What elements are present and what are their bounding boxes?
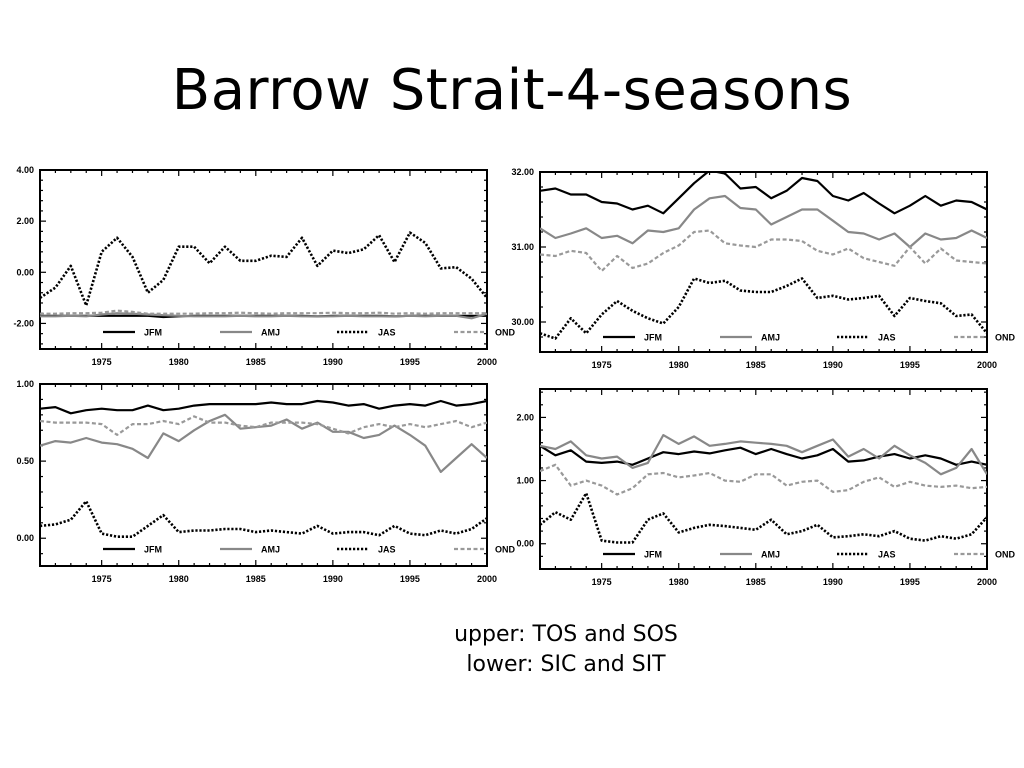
x-tick-label: 1995	[900, 577, 920, 587]
legend-label-ond: OND	[495, 545, 516, 555]
plot-frame	[539, 388, 988, 570]
x-tick-label: 2000	[477, 357, 497, 367]
legend-label-amj: AMJ	[761, 550, 780, 560]
chart-panel-bottom-right: 1975 1980 1985 1990 1995 2000 0.00 1.00 2.00 JFM A…	[516, 388, 1016, 587]
caption-line-upper: upper: TOS and SOS	[454, 622, 678, 647]
legend-label-jas: JAS	[378, 328, 396, 338]
x-tick-label: 1990	[823, 577, 843, 587]
series-line-ond	[540, 463, 987, 496]
series-line-jas	[540, 491, 987, 544]
legend-label-jfm: JFM	[144, 545, 162, 555]
y-tick-label: 0.00	[16, 267, 34, 277]
x-tick-label: 1975	[92, 574, 112, 584]
y-tick-label: 31.00	[511, 242, 534, 252]
x-tick-label: 1995	[400, 574, 420, 584]
x-tick-label: 1975	[592, 360, 612, 370]
y-tick-label: 1.00	[16, 379, 34, 389]
legend-label-jfm: JFM	[644, 333, 662, 343]
x-tick-label: 1980	[169, 574, 189, 584]
series-line-amj	[40, 413, 487, 473]
caption-line-lower: lower: SIC and SIT	[466, 652, 666, 677]
legend-label-amj: AMJ	[261, 328, 280, 338]
x-tick-label: 1975	[92, 357, 112, 367]
y-tick-label: -2.00	[13, 318, 34, 328]
series-line-amj	[40, 312, 487, 320]
legend-label-ond: OND	[495, 328, 516, 338]
x-tick-label: 1985	[746, 577, 766, 587]
series-line-ond	[40, 309, 487, 315]
series-line-amj	[540, 434, 987, 476]
chart-panel-top-left: 1975 1980 1985 1990 1995 2000 -2.00 0.00 2.00 4.0…	[13, 165, 515, 367]
chart-panel-bottom-left: 1975 1980 1985 1990 1995 2000 0.00 0.50 1.00 JFM A…	[16, 379, 515, 584]
legend-label-jas: JAS	[878, 333, 896, 343]
legend-label-amj: AMJ	[261, 545, 280, 555]
series-line-jas	[40, 231, 487, 307]
series-line-ond	[40, 415, 487, 436]
slide-title: Barrow Strait-4-seasons	[171, 58, 853, 123]
plot-frame	[39, 169, 488, 350]
series-line-jfm	[40, 399, 487, 415]
x-tick-label: 1990	[323, 574, 343, 584]
y-tick-label: 0.00	[16, 533, 34, 543]
x-tick-label: 1980	[169, 357, 189, 367]
y-tick-label: 1.00	[516, 476, 534, 486]
y-tick-label: 0.00	[516, 539, 534, 549]
x-tick-label: 1995	[400, 357, 420, 367]
y-tick-label: 30.00	[511, 317, 534, 327]
x-tick-label: 2000	[477, 574, 497, 584]
legend-label-jas: JAS	[878, 550, 896, 560]
x-tick-label: 1990	[823, 360, 843, 370]
x-tick-label: 1985	[246, 357, 266, 367]
y-tick-label: 32.00	[511, 167, 534, 177]
series-line-amj	[540, 194, 987, 249]
legend-label-jfm: JFM	[144, 328, 162, 338]
legend-label-amj: AMJ	[761, 333, 780, 343]
x-tick-label: 1985	[746, 360, 766, 370]
legend-label-ond: OND	[995, 550, 1016, 560]
x-tick-label: 1995	[900, 360, 920, 370]
x-tick-label: 1985	[246, 574, 266, 584]
series-line-jas	[40, 499, 487, 539]
x-tick-label: 2000	[977, 577, 997, 587]
x-tick-label: 1980	[669, 577, 689, 587]
chart-panel-top-right: 1975 1980 1985 1990 1995 2000 30.00 31.00 32.00 J…	[511, 167, 1015, 370]
series-line-jfm	[540, 444, 987, 466]
y-tick-label: 2.00	[16, 216, 34, 226]
series-line-jfm	[540, 172, 987, 215]
legend-label-jas: JAS	[378, 545, 396, 555]
y-tick-label: 2.00	[516, 412, 534, 422]
legend-label-jfm: JFM	[644, 550, 662, 560]
series-line-jas	[540, 277, 987, 340]
legend-label-ond: OND	[995, 333, 1016, 343]
plot-frame	[39, 383, 488, 567]
y-tick-label: 4.00	[16, 165, 34, 175]
y-tick-label: 0.50	[16, 456, 34, 466]
x-tick-label: 1980	[669, 360, 689, 370]
x-tick-label: 1990	[323, 357, 343, 367]
x-tick-label: 1975	[592, 577, 612, 587]
x-tick-label: 2000	[977, 360, 997, 370]
